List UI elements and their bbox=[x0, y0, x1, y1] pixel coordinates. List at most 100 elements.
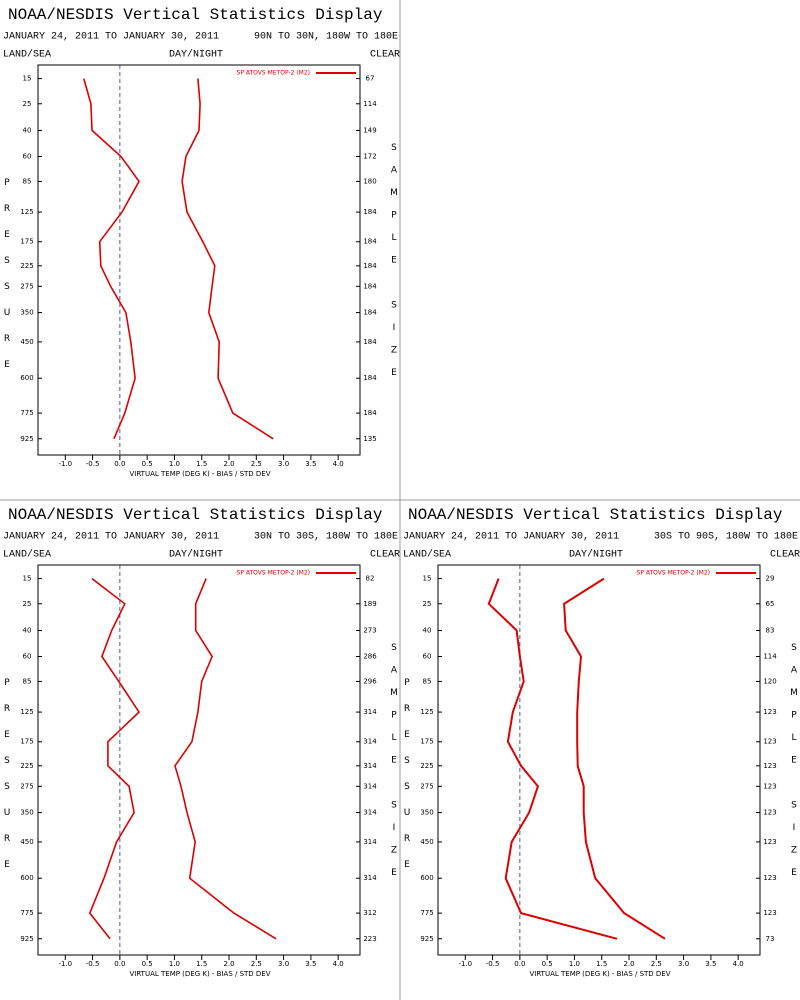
y-tick-label: 85 bbox=[23, 177, 32, 185]
x-tick-label: 0.0 bbox=[114, 460, 125, 468]
date-range: JANUARY 24, 2011 TO JANUARY 30, 2011 bbox=[3, 32, 219, 43]
sample-size-label: 29 bbox=[766, 575, 775, 583]
x-tick-label: 3.5 bbox=[305, 460, 316, 468]
x-tick-label: -1.0 bbox=[58, 460, 72, 468]
land-sea-label: LAND/SEA bbox=[3, 549, 51, 561]
date-range: JANUARY 24, 2011 TO JANUARY 30, 2011 bbox=[3, 532, 219, 543]
y-tick-label: 275 bbox=[20, 782, 33, 790]
y-tick-label: 60 bbox=[23, 153, 32, 161]
sample-size-label: 314 bbox=[363, 708, 377, 716]
y-tick-label: 600 bbox=[20, 374, 33, 382]
x-tick-label: 4.0 bbox=[333, 460, 344, 468]
plot-frame bbox=[37, 64, 361, 456]
sample-size-label: 314 bbox=[363, 782, 377, 790]
std-dev-line bbox=[181, 78, 274, 440]
y-tick-label: 350 bbox=[20, 309, 33, 317]
sample-size-label: 123 bbox=[763, 762, 776, 770]
y-tick-label: 925 bbox=[20, 435, 33, 443]
x-tick-label: 1.5 bbox=[596, 960, 607, 968]
std-dev-line bbox=[563, 577, 666, 940]
sample-size-label: 114 bbox=[363, 100, 377, 108]
sample-size-label: 123 bbox=[763, 838, 776, 846]
y-tick-label: 225 bbox=[20, 262, 33, 270]
x-tick-label: -0.5 bbox=[486, 960, 500, 968]
y-tick-label: 15 bbox=[23, 575, 32, 583]
day-night-label: DAY/NIGHT bbox=[169, 49, 223, 61]
std-dev-line bbox=[174, 578, 277, 940]
sample-size-label: 123 bbox=[763, 708, 776, 716]
sample-size-label: 184 bbox=[363, 282, 377, 290]
day-night-label: DAY/NIGHT bbox=[169, 549, 223, 561]
y-tick-label: 175 bbox=[420, 738, 433, 746]
y-tick-label: 85 bbox=[423, 677, 432, 685]
legend-label: SP ATOVS METOP-2 (M2) bbox=[637, 570, 710, 577]
sample-size-label: 120 bbox=[763, 677, 776, 685]
x-tick-label: 0.0 bbox=[114, 960, 125, 968]
land-sea-label: LAND/SEA bbox=[3, 49, 51, 61]
sample-size-label: 273 bbox=[363, 626, 376, 634]
region: 30S TO 90S, 180W TO 180E bbox=[654, 532, 798, 543]
sample-size-label: 73 bbox=[766, 935, 775, 943]
bias-line bbox=[83, 78, 140, 440]
x-tick-label: 2.0 bbox=[623, 960, 634, 968]
y-tick-label: 450 bbox=[20, 838, 33, 846]
sample-size-label: 123 bbox=[763, 909, 776, 917]
sample-size-label: 83 bbox=[766, 626, 775, 634]
panel: NOAA/NESDIS Vertical Statistics Display J… bbox=[3, 506, 400, 978]
sample-size-label: 312 bbox=[363, 909, 376, 917]
x-tick-label: -1.0 bbox=[58, 960, 72, 968]
x-tick-label: 2.5 bbox=[251, 960, 262, 968]
y-tick-label: 450 bbox=[420, 838, 433, 846]
y-tick-label: 40 bbox=[23, 626, 32, 634]
x-tick-label: 1.0 bbox=[169, 960, 180, 968]
y-tick-label: 60 bbox=[23, 653, 32, 661]
land-sea-label: LAND/SEA bbox=[403, 549, 451, 561]
region: 30N TO 30S, 180W TO 180E bbox=[254, 532, 398, 543]
y-tick-label: 175 bbox=[20, 238, 33, 246]
sample-size-label: 314 bbox=[363, 838, 377, 846]
bias-line bbox=[88, 577, 141, 940]
sample-size-label: 123 bbox=[763, 874, 776, 882]
y-tick-label: 600 bbox=[20, 874, 33, 882]
clear-label: CLEAR bbox=[370, 550, 400, 561]
sample-size-label: 82 bbox=[366, 575, 375, 583]
sample-size-label: 184 bbox=[363, 338, 377, 346]
y-tick-label: 15 bbox=[23, 75, 32, 83]
x-tick-label: -0.5 bbox=[86, 460, 100, 468]
y-tick-label: 125 bbox=[20, 708, 33, 716]
sample-size-label: 184 bbox=[363, 238, 377, 246]
y-tick-label: 600 bbox=[420, 874, 433, 882]
y-tick-label: 175 bbox=[20, 738, 33, 746]
clear-label: CLEAR bbox=[770, 550, 800, 561]
plot-frame bbox=[437, 564, 761, 956]
x-axis-label: VIRTUAL TEMP (DEG K) - BIAS / STD DEV bbox=[129, 970, 270, 978]
y-tick-label: 275 bbox=[20, 282, 33, 290]
y-tick-label: 450 bbox=[20, 338, 33, 346]
x-axis-label: VIRTUAL TEMP (DEG K) - BIAS / STD DEV bbox=[129, 470, 270, 478]
sample-size-label: 184 bbox=[363, 374, 377, 382]
sample-size-label: 314 bbox=[363, 809, 377, 817]
y-tick-label: 225 bbox=[20, 762, 33, 770]
sample-size-label: 67 bbox=[366, 75, 375, 83]
y-tick-label: 775 bbox=[20, 909, 33, 917]
x-axis-label: VIRTUAL TEMP (DEG K) - BIAS / STD DEV bbox=[529, 970, 670, 978]
y-tick-label: 225 bbox=[420, 762, 433, 770]
sample-size-label: 189 bbox=[363, 600, 376, 608]
x-tick-label: 2.0 bbox=[223, 960, 234, 968]
x-tick-label: 1.0 bbox=[569, 960, 580, 968]
sample-size-label: 114 bbox=[763, 653, 777, 661]
sample-size-label: 172 bbox=[363, 153, 376, 161]
plot-frame bbox=[37, 564, 361, 956]
y-tick-label: 775 bbox=[420, 909, 433, 917]
clear-label: CLEAR bbox=[370, 50, 400, 61]
sample-size-label: 123 bbox=[763, 738, 776, 746]
y-tick-label: 925 bbox=[20, 935, 33, 943]
x-tick-label: 0.0 bbox=[514, 960, 525, 968]
y-tick-label: 775 bbox=[20, 409, 33, 417]
panel-title: NOAA/NESDIS Vertical Statistics Display bbox=[408, 506, 783, 524]
